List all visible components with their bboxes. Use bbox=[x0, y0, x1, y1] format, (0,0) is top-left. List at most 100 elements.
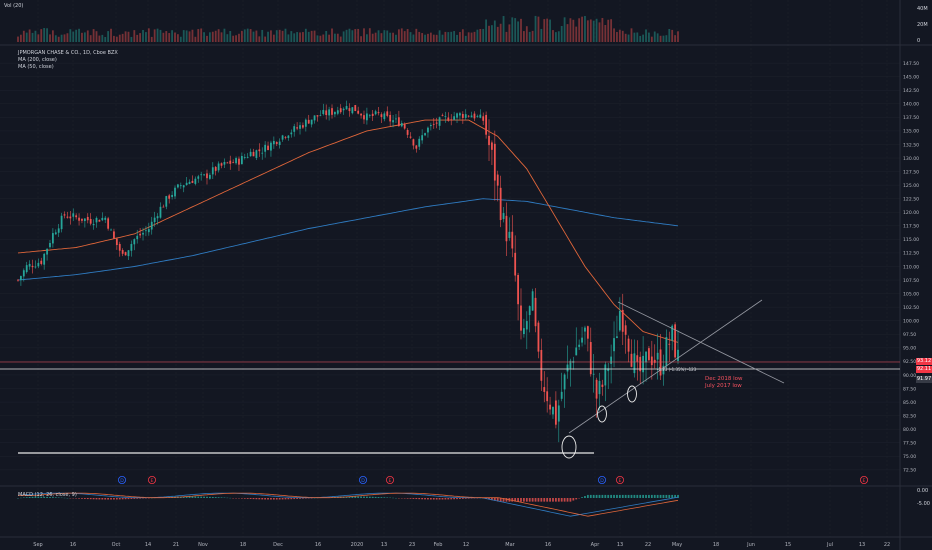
falling-trendline[interactable] bbox=[617, 301, 785, 384]
macd-histogram-bar bbox=[581, 497, 583, 498]
macd-histogram-bar bbox=[525, 498, 528, 502]
candle-body bbox=[83, 218, 86, 222]
volume-bar bbox=[345, 29, 348, 42]
low-circle-2[interactable] bbox=[597, 405, 607, 423]
candle-body bbox=[20, 276, 22, 281]
volume-bar bbox=[482, 28, 485, 42]
candle-body bbox=[206, 173, 208, 179]
macd-histogram-bar bbox=[386, 497, 389, 498]
volume-bar bbox=[98, 35, 101, 42]
macd-histogram-bar bbox=[642, 494, 645, 498]
candle-body bbox=[214, 166, 217, 171]
macd-histogram-bar bbox=[537, 498, 540, 502]
volume-bar bbox=[508, 24, 511, 42]
candle-body bbox=[287, 135, 290, 139]
time-tick-label: 13 bbox=[381, 542, 387, 548]
macd-histogram-bar bbox=[278, 498, 281, 500]
volume-bar bbox=[200, 28, 203, 42]
candle-body bbox=[179, 185, 182, 187]
macd-histogram-bar bbox=[589, 494, 592, 498]
macd-histogram-bar bbox=[299, 498, 301, 499]
ma200-legend[interactable]: MA (200, close) bbox=[18, 57, 57, 63]
macd-label[interactable]: MACD (12, 26, close, 9) bbox=[18, 492, 77, 498]
macd-histogram-bar bbox=[348, 496, 351, 498]
volume-bar bbox=[447, 32, 450, 42]
time-axis[interactable]: Sep 16 Oct 14 21 Nov 18 Dec 16 2020 13 23 Feb 12 Mar 16… bbox=[33, 542, 890, 548]
candle-body bbox=[395, 118, 397, 120]
drawings[interactable] bbox=[0, 299, 900, 459]
volume-bar bbox=[226, 34, 229, 42]
price-axis[interactable]: 147.50 145.00 142.50 140.00 137.50 135.00 132.… bbox=[903, 61, 919, 474]
time-tick-label: Sep bbox=[33, 542, 42, 548]
rising-trendline[interactable] bbox=[568, 299, 763, 434]
candle-body bbox=[633, 353, 636, 374]
volume-bar bbox=[81, 32, 83, 42]
candle-body bbox=[78, 217, 80, 221]
candle-body bbox=[168, 195, 171, 199]
volume-bar bbox=[223, 28, 226, 42]
volume-bar bbox=[95, 31, 98, 42]
macd-histogram-bar bbox=[604, 494, 607, 498]
macd-histogram-bar bbox=[598, 494, 601, 498]
candle-body bbox=[171, 194, 173, 197]
macd-histogram-bar bbox=[185, 496, 188, 498]
candle-body bbox=[360, 113, 362, 116]
volume-bar bbox=[392, 32, 394, 42]
macd-signal-line bbox=[18, 492, 679, 517]
candle-body bbox=[642, 355, 645, 373]
candle-body bbox=[607, 368, 610, 372]
volume-bar bbox=[432, 34, 435, 42]
candle-body bbox=[630, 353, 633, 367]
time-tick-label: Apr bbox=[591, 542, 601, 548]
symbol-legend[interactable]: JPMORGAN CHASE & CO., 1D, Cboe BZX bbox=[18, 50, 118, 56]
candle-body bbox=[249, 151, 252, 157]
volume-bar bbox=[592, 20, 595, 42]
macd-histogram-bar bbox=[49, 497, 51, 498]
low-circle-3[interactable] bbox=[627, 385, 637, 403]
price-tick-label: 107.50 bbox=[903, 278, 919, 284]
candle-body bbox=[115, 238, 118, 245]
time-tick-label: 18 bbox=[240, 542, 246, 548]
macd-histogram-bar bbox=[653, 494, 656, 498]
macd-histogram-bar bbox=[505, 498, 508, 502]
volume-bar bbox=[456, 34, 458, 42]
volume-bar bbox=[604, 24, 607, 42]
ma50-legend[interactable]: MA (50, close) bbox=[18, 64, 54, 70]
candle-body bbox=[552, 406, 554, 415]
price-tag-last: 93.12 bbox=[916, 358, 932, 365]
volume-bar bbox=[659, 35, 662, 42]
price-tick-label: 117.50 bbox=[903, 224, 919, 230]
candle-body bbox=[604, 364, 607, 386]
macd-histogram-bar bbox=[639, 494, 642, 498]
price-tick-label: 102.50 bbox=[903, 305, 919, 311]
volume-bar bbox=[374, 32, 377, 42]
macd-histogram-bar bbox=[127, 498, 130, 500]
volume-bar bbox=[389, 32, 392, 42]
candle-body bbox=[319, 115, 322, 117]
volume-bar bbox=[461, 29, 464, 42]
low-circle-1[interactable] bbox=[561, 435, 577, 459]
volume-bar bbox=[540, 28, 543, 42]
event-marker-label: E bbox=[619, 478, 622, 484]
volume-bar bbox=[275, 30, 278, 42]
volume-bar bbox=[575, 26, 578, 42]
price-tick-label: 137.50 bbox=[903, 115, 919, 121]
volume-bar bbox=[354, 29, 357, 42]
volume-bar bbox=[20, 34, 22, 42]
event-marker-label: D bbox=[361, 478, 365, 484]
volume-bar bbox=[113, 35, 115, 42]
candle-body bbox=[499, 187, 502, 221]
candle-body bbox=[435, 122, 438, 124]
macd-histogram-bar bbox=[139, 498, 142, 499]
volume-bar bbox=[360, 36, 362, 42]
macd-histogram-bar bbox=[499, 498, 502, 502]
candle-body bbox=[89, 218, 92, 224]
price-tick-label: 132.50 bbox=[903, 142, 919, 148]
macd-histogram-bar bbox=[514, 498, 517, 502]
macd-histogram-bar bbox=[461, 498, 464, 499]
volume-bar bbox=[400, 28, 403, 42]
candle-body bbox=[28, 263, 31, 267]
volume-bar bbox=[211, 31, 214, 42]
